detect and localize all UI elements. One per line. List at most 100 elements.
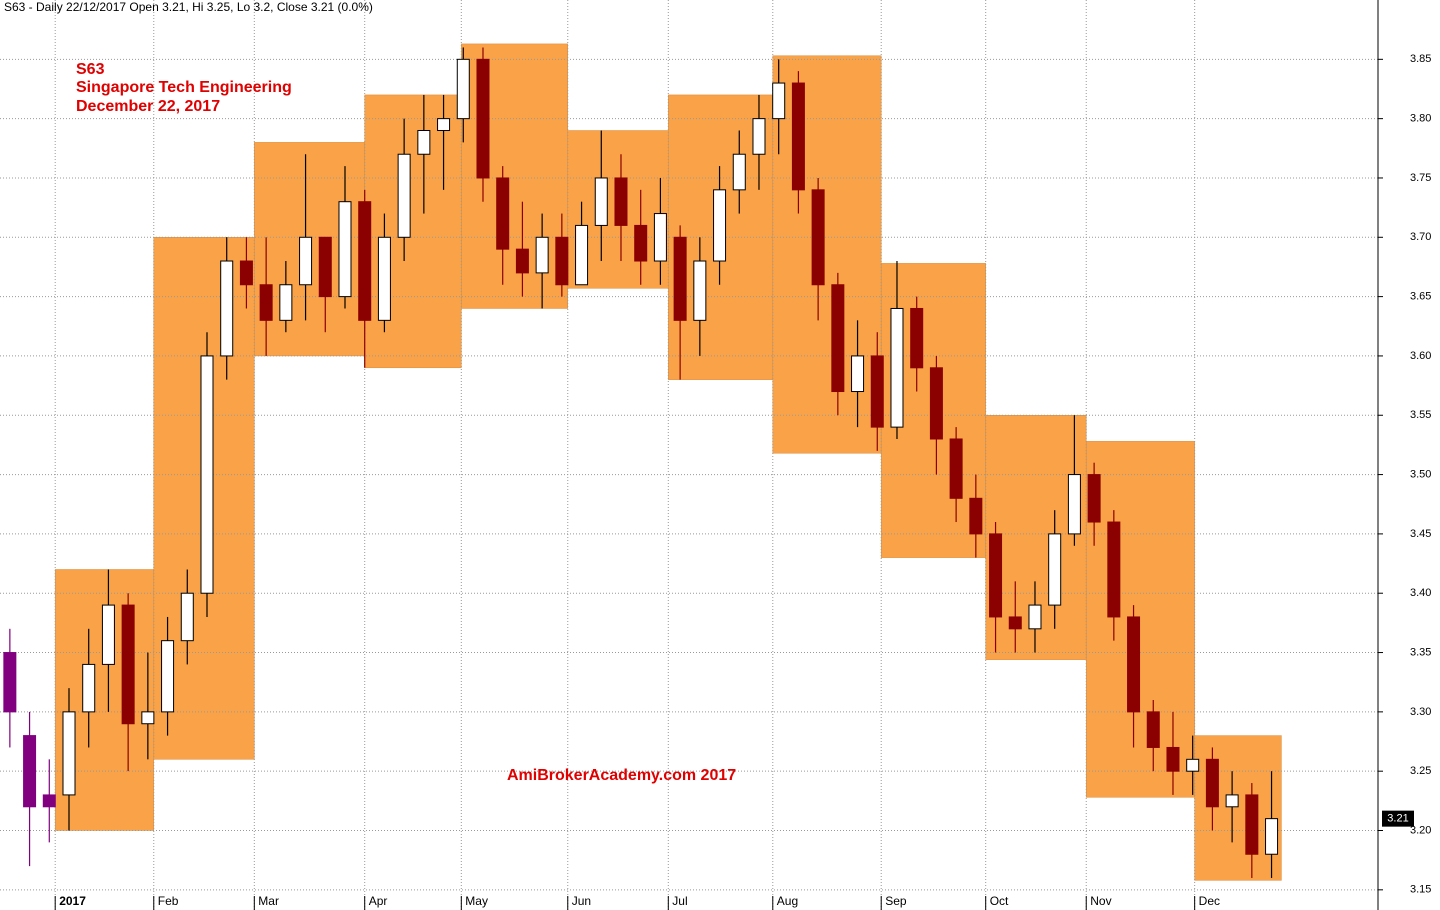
candle-body [476, 58, 490, 179]
candle-body [772, 82, 786, 120]
y-tick-label: 3.20 [1410, 824, 1431, 836]
month-range [1085, 441, 1195, 798]
annotation: Singapore Tech Engineering [76, 79, 292, 96]
y-tick-label: 3.40 [1410, 587, 1431, 599]
candle-body [496, 177, 510, 250]
candle-body [752, 118, 766, 155]
candle-body [634, 224, 648, 262]
candle-body [535, 236, 549, 274]
candle-body [732, 153, 746, 191]
y-tick-label: 3.85 [1410, 53, 1431, 65]
candle-body [969, 497, 983, 535]
candle-body [161, 640, 175, 713]
candle-body [200, 355, 214, 594]
candle-body [82, 663, 96, 713]
candle-body [180, 592, 194, 642]
y-tick-label: 3.35 [1410, 646, 1431, 658]
candle-body [456, 58, 470, 120]
candle-body [851, 355, 865, 393]
candle-body [1186, 758, 1200, 772]
y-tick-label: 3.25 [1410, 765, 1431, 777]
x-tick-label: Dec [1199, 894, 1220, 908]
candle-body [1008, 616, 1022, 630]
candle-body [1028, 604, 1042, 630]
last-price-label: 3.21 [1387, 813, 1408, 825]
x-tick-label: Oct [990, 894, 1009, 908]
candle-body [1265, 818, 1279, 855]
candle-body [1067, 474, 1081, 535]
candle-body [3, 652, 17, 713]
y-tick-label: 3.65 [1410, 291, 1431, 303]
annotation: S63 [76, 61, 105, 78]
candle-body [831, 284, 845, 393]
candle-body [397, 153, 411, 238]
candle-body [141, 711, 155, 725]
candle-body [811, 189, 825, 286]
candle-body [949, 438, 963, 499]
watermark: AmiBrokerAcademy.com 2017 [507, 767, 736, 784]
y-tick-label: 3.50 [1410, 468, 1431, 480]
candle-body [338, 201, 352, 298]
y-tick-label: 3.70 [1410, 231, 1431, 243]
candle-body [377, 236, 391, 321]
candle-body [220, 260, 234, 357]
candle-body [437, 118, 451, 132]
candle-body [1127, 616, 1141, 713]
y-tick-label: 3.80 [1410, 113, 1431, 125]
chart-title: S63 - Daily 22/12/2017 Open 3.21, Hi 3.2… [4, 0, 373, 14]
last-price-box [1382, 810, 1414, 827]
candle-body [910, 307, 924, 369]
month-range [364, 94, 462, 369]
candle-body [259, 284, 273, 321]
x-tick-label: May [465, 894, 488, 908]
candle-body [594, 177, 608, 226]
candle-body [693, 260, 707, 321]
x-tick-label: Jul [672, 894, 687, 908]
x-tick-label: Aug [777, 894, 798, 908]
candle-body [1225, 794, 1239, 808]
x-tick-label: Nov [1090, 894, 1111, 908]
candle-body [515, 248, 529, 274]
month-range [772, 55, 882, 454]
x-tick-label: 2017 [59, 894, 86, 908]
x-tick-label: Sep [885, 894, 907, 908]
annotation: December 22, 2017 [76, 98, 220, 115]
x-tick-label: Apr [369, 894, 388, 908]
candle-body [1205, 758, 1219, 808]
candle-body [42, 794, 56, 808]
candle-body [23, 735, 37, 808]
y-tick-label: 3.15 [1410, 884, 1431, 896]
y-tick-label: 3.55 [1410, 409, 1431, 421]
month-range [1194, 735, 1282, 881]
candle-body [929, 367, 943, 440]
candle-body [299, 236, 313, 286]
candle-body [417, 130, 431, 155]
candle-body [239, 260, 253, 286]
candle-body [870, 355, 884, 428]
candle-body [62, 711, 76, 796]
candle-body [989, 533, 1003, 618]
candle-body [614, 177, 628, 226]
y-tick-label: 3.75 [1410, 172, 1431, 184]
x-tick-label: Mar [258, 894, 279, 908]
candle-body [1146, 711, 1160, 748]
candle-body [713, 189, 727, 262]
y-tick-label: 3.45 [1410, 528, 1431, 540]
candle-body [791, 82, 805, 191]
x-tick-label: Feb [158, 894, 179, 908]
candle-body [121, 604, 135, 725]
candle-body [318, 236, 332, 298]
candle-body [673, 236, 687, 321]
candle-body [1087, 474, 1101, 523]
candle-body [101, 604, 115, 665]
candle-body [890, 307, 904, 428]
candle-body [1245, 794, 1259, 855]
candle-body [555, 236, 569, 286]
candle-body [279, 284, 293, 321]
candle-body [575, 224, 589, 286]
candle-body [653, 213, 667, 262]
candle-body [1048, 533, 1062, 606]
candle-body [1107, 521, 1121, 618]
y-tick-label: 3.60 [1410, 350, 1431, 362]
